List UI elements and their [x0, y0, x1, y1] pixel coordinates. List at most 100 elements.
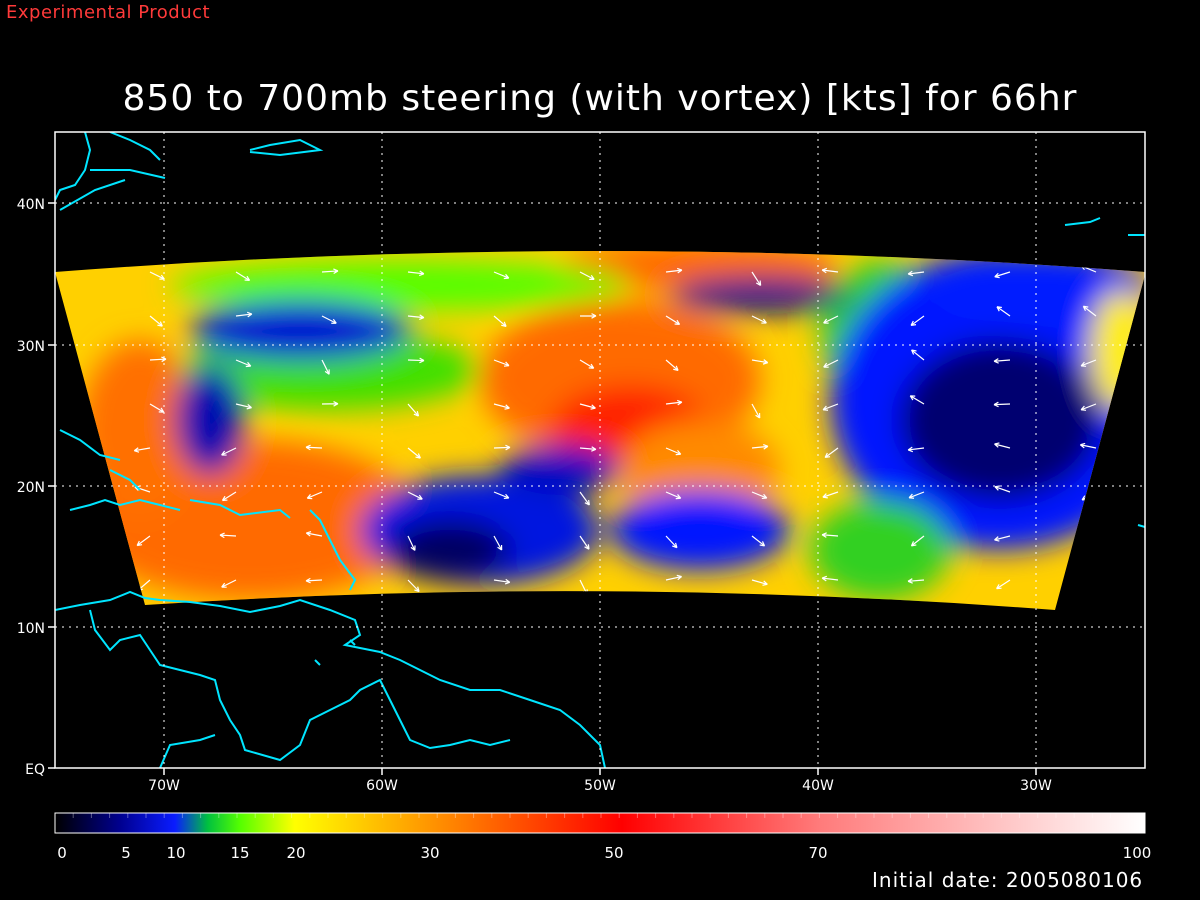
- steering-arrow: [821, 267, 839, 274]
- steering-arrow: [665, 267, 683, 274]
- colorbar-gradient: [54, 812, 1146, 834]
- graticule: [55, 132, 1145, 768]
- steering-arrow: [907, 446, 925, 453]
- steering-arrow: [321, 268, 339, 275]
- steering-arrow: [751, 359, 769, 365]
- steering-arrow: [306, 491, 323, 500]
- steering-arrow: [235, 403, 252, 410]
- lat-label-10n: 10N: [17, 621, 45, 637]
- steering-arrow: [822, 403, 839, 411]
- steering-arrow: [751, 535, 766, 547]
- steering-arrow: [579, 446, 597, 452]
- steering-arrow: [407, 447, 421, 459]
- steering-arrow: [579, 271, 595, 280]
- steering-arrow: [907, 578, 925, 584]
- steering-arrow: [133, 447, 151, 453]
- steering-arrow: [996, 306, 1011, 317]
- steering-arrow: [493, 359, 510, 367]
- steering-arrow: [579, 491, 590, 506]
- steering-arrow: [407, 270, 425, 277]
- steering-arrow: [493, 578, 511, 585]
- steering-arrow: [493, 535, 503, 551]
- steering-arrow: [751, 403, 761, 419]
- colorbar-labels: 0 5 10 15 20 30 50 70 100: [57, 844, 1151, 862]
- lon-label-60w: 60W: [366, 778, 398, 794]
- steering-arrow: [751, 271, 762, 286]
- lat-label-20n: 20N: [17, 480, 45, 496]
- steering-arrow: [221, 491, 237, 502]
- lon-label-40w: 40W: [802, 778, 834, 794]
- steering-arrow: [751, 315, 767, 324]
- steering-arrow: [751, 579, 768, 586]
- steering-arrow: [321, 401, 339, 407]
- steering-arrow: [821, 532, 839, 538]
- steering-arrow: [994, 271, 1011, 279]
- experimental-product-label: Experimental Product: [6, 2, 211, 23]
- steering-arrow: [493, 403, 510, 410]
- lon-label-70w: 70W: [148, 778, 180, 794]
- steering-arrow: [994, 535, 1011, 542]
- steering-arrow: [822, 491, 839, 499]
- steering-arrow: [1079, 442, 1097, 449]
- colorbar-label-50: 50: [604, 844, 623, 862]
- steering-arrow: [665, 535, 678, 549]
- steering-arrow: [911, 349, 925, 361]
- steering-arrow: [305, 444, 323, 451]
- steering-arrow: [407, 491, 423, 500]
- steering-arrow: [221, 579, 237, 588]
- steering-arrow: [219, 532, 237, 539]
- steering-arrow: [235, 271, 251, 282]
- steering-arrow: [493, 315, 507, 328]
- map-title: 850 to 700mb steering (with vortex) [kts…: [122, 78, 1078, 119]
- colorbar-label-10: 10: [166, 844, 185, 862]
- lat-label-40n: 40N: [17, 197, 45, 213]
- steering-arrow: [407, 403, 420, 417]
- steering-arrow: [821, 575, 839, 582]
- steering-arrow: [149, 315, 163, 327]
- steering-arrow: [579, 403, 596, 410]
- steering-arrow: [221, 447, 237, 456]
- colorbar-label-0: 0: [57, 844, 67, 862]
- steering-arrow: [579, 359, 595, 369]
- steering-arrow: [1080, 403, 1097, 411]
- steering-arrow: [407, 579, 420, 593]
- colorbar-label-100: 100: [1123, 844, 1152, 862]
- colorbar-label-5: 5: [121, 844, 131, 862]
- steering-field: [55, 251, 1145, 610]
- steering-arrow: [407, 314, 425, 320]
- lat-label-eq: EQ: [25, 762, 45, 778]
- steering-arrow: [579, 313, 597, 319]
- coastlines: [55, 132, 1145, 768]
- steering-arrow: [910, 315, 925, 327]
- axis-ticks: [48, 202, 1037, 775]
- steering-vectors: [133, 264, 1097, 595]
- lon-label-30w: 30W: [1020, 778, 1052, 794]
- steering-arrow: [235, 311, 253, 318]
- colorbar-label-20: 20: [286, 844, 305, 862]
- steering-arrow: [493, 491, 510, 500]
- lat-label-30n: 30N: [17, 339, 45, 355]
- steering-arrow: [824, 447, 839, 459]
- steering-arrow: [665, 574, 682, 581]
- steering-arrow: [235, 359, 252, 368]
- steering-arrow: [1080, 359, 1097, 367]
- steering-arrow: [493, 271, 510, 280]
- steering-arrow: [751, 491, 768, 500]
- colorbar-label-30: 30: [420, 844, 439, 862]
- steering-arrow: [136, 535, 151, 547]
- steering-arrow: [909, 395, 925, 405]
- colorbar-label-70: 70: [808, 844, 827, 862]
- steering-arrow: [321, 315, 337, 324]
- steering-arrow: [993, 401, 1011, 408]
- steering-arrow: [407, 357, 425, 364]
- steering-arrow: [996, 579, 1011, 590]
- steering-arrow: [407, 535, 416, 551]
- steering-arrow: [665, 491, 682, 500]
- steering-arrow: [994, 485, 1011, 493]
- steering-arrow: [993, 358, 1011, 364]
- steering-arrow: [149, 356, 167, 363]
- steering-arrow: [823, 315, 839, 324]
- steering-arrow: [910, 535, 925, 547]
- colorbar: 0 5 10 15 20 30 50 70 100: [54, 812, 1151, 862]
